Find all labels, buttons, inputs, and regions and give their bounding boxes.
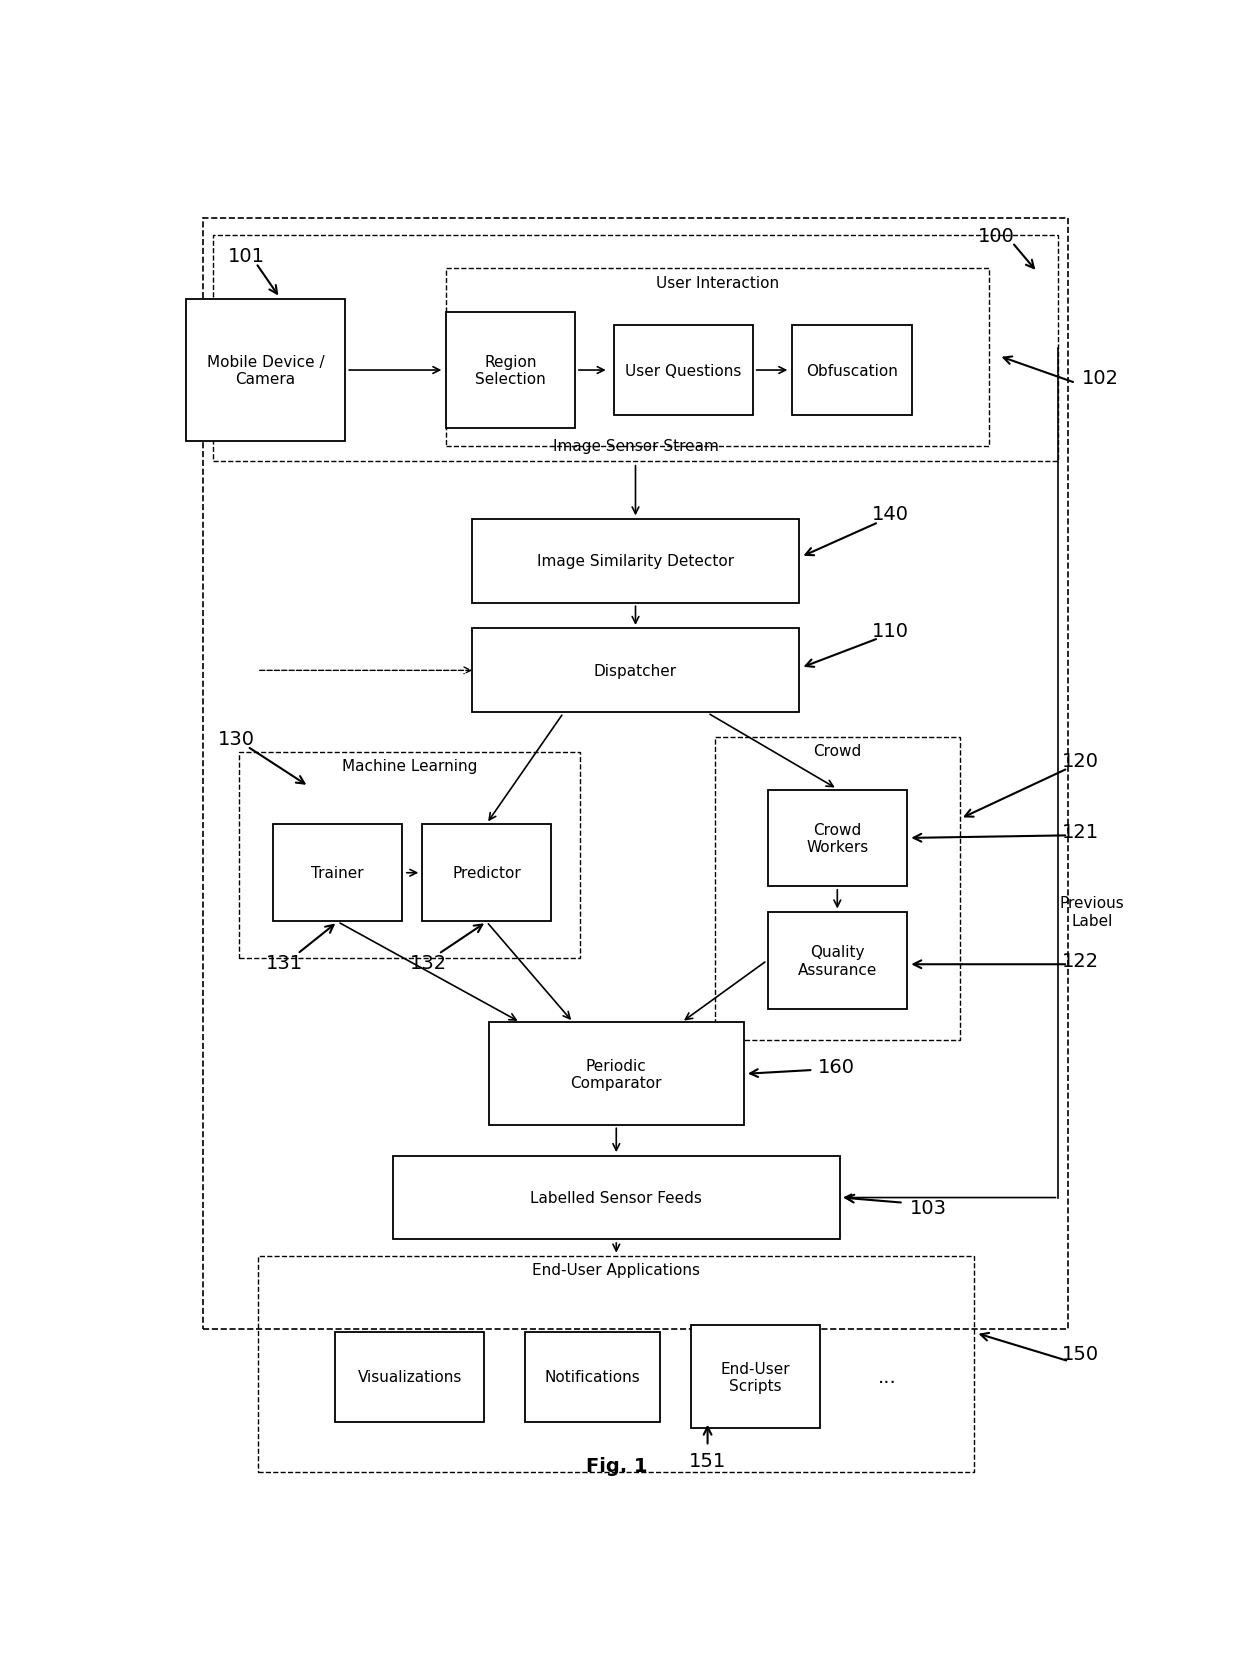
Text: 151: 151 xyxy=(689,1450,727,1471)
Text: Crowd: Crowd xyxy=(813,744,862,760)
Bar xyxy=(445,269,988,447)
Text: 160: 160 xyxy=(818,1057,856,1076)
Text: ...: ... xyxy=(878,1367,897,1387)
Text: Labelled Sensor Feeds: Labelled Sensor Feeds xyxy=(531,1190,702,1205)
Text: 102: 102 xyxy=(1083,370,1120,388)
Text: User Interaction: User Interaction xyxy=(656,276,779,291)
Bar xyxy=(203,219,1068,1330)
Bar xyxy=(258,1256,975,1472)
Text: End-User
Scripts: End-User Scripts xyxy=(720,1360,790,1394)
Text: Periodic
Comparator: Periodic Comparator xyxy=(570,1057,662,1091)
Bar xyxy=(273,825,403,922)
Bar xyxy=(791,326,911,417)
Text: 130: 130 xyxy=(218,729,255,750)
Text: 132: 132 xyxy=(410,954,448,974)
Text: End-User Applications: End-User Applications xyxy=(532,1261,701,1276)
Text: Quality
Assurance: Quality Assurance xyxy=(797,945,877,977)
Text: Image Similarity Detector: Image Similarity Detector xyxy=(537,554,734,569)
Bar xyxy=(768,912,906,1009)
Text: 103: 103 xyxy=(909,1198,946,1218)
Text: Region
Selection: Region Selection xyxy=(475,355,546,386)
Bar xyxy=(472,629,799,713)
Text: 121: 121 xyxy=(1061,823,1099,842)
Text: Visualizations: Visualizations xyxy=(357,1370,461,1384)
Bar xyxy=(489,1022,744,1126)
Text: Predictor: Predictor xyxy=(453,865,521,880)
Bar xyxy=(614,326,753,417)
Text: Image Sensor Stream: Image Sensor Stream xyxy=(553,438,718,453)
Text: Fig. 1: Fig. 1 xyxy=(585,1456,647,1476)
Text: 122: 122 xyxy=(1061,952,1099,970)
Bar xyxy=(472,520,799,604)
Bar xyxy=(422,825,552,922)
Text: Notifications: Notifications xyxy=(544,1370,640,1384)
Text: User Questions: User Questions xyxy=(625,363,742,378)
Text: 150: 150 xyxy=(1061,1343,1099,1363)
Bar xyxy=(239,753,580,959)
Bar xyxy=(335,1332,484,1422)
Bar xyxy=(445,313,575,428)
Text: 100: 100 xyxy=(977,228,1014,246)
Text: Machine Learning: Machine Learning xyxy=(342,758,477,773)
Bar xyxy=(525,1332,660,1422)
Text: 140: 140 xyxy=(872,504,909,524)
Text: Mobile Device /
Camera: Mobile Device / Camera xyxy=(207,355,325,386)
Text: 120: 120 xyxy=(1061,751,1099,771)
Text: Dispatcher: Dispatcher xyxy=(594,664,677,679)
Bar xyxy=(213,236,1058,462)
Text: 131: 131 xyxy=(267,954,304,974)
Bar xyxy=(691,1325,821,1429)
Text: 101: 101 xyxy=(228,246,265,266)
Bar xyxy=(186,299,345,442)
Text: Obfuscation: Obfuscation xyxy=(806,363,898,378)
Text: 110: 110 xyxy=(872,622,909,641)
Text: Previous
Label: Previous Label xyxy=(1060,895,1125,929)
Bar xyxy=(768,790,906,887)
Bar xyxy=(714,738,960,1041)
Bar xyxy=(393,1156,839,1240)
Text: Trainer: Trainer xyxy=(311,865,363,880)
Text: Crowd
Workers: Crowd Workers xyxy=(806,821,868,855)
